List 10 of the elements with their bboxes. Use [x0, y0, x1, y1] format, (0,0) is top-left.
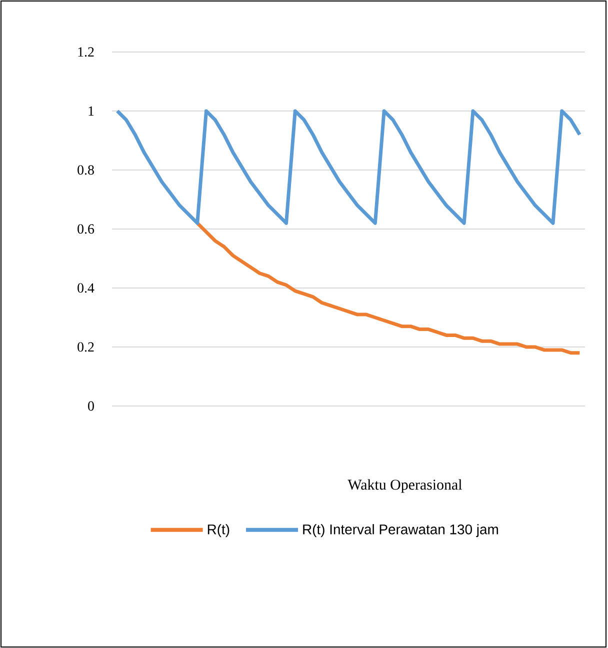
legend-label: R(t) Interval Perawatan 130 jam	[303, 524, 498, 538]
x-axis-title: Waktu Operasional	[348, 479, 462, 493]
y-tick-label: 0.4	[78, 283, 94, 293]
y-tick-label: 0	[88, 401, 94, 411]
legend-label: R(t)	[208, 524, 230, 538]
y-tick-label: 0.8	[78, 165, 94, 175]
y-tick-label: 0.6	[78, 224, 94, 234]
y-tick-label: 1	[88, 106, 94, 116]
y-tick-label: 0.2	[78, 342, 94, 352]
y-tick-label: 1.2	[78, 47, 94, 57]
